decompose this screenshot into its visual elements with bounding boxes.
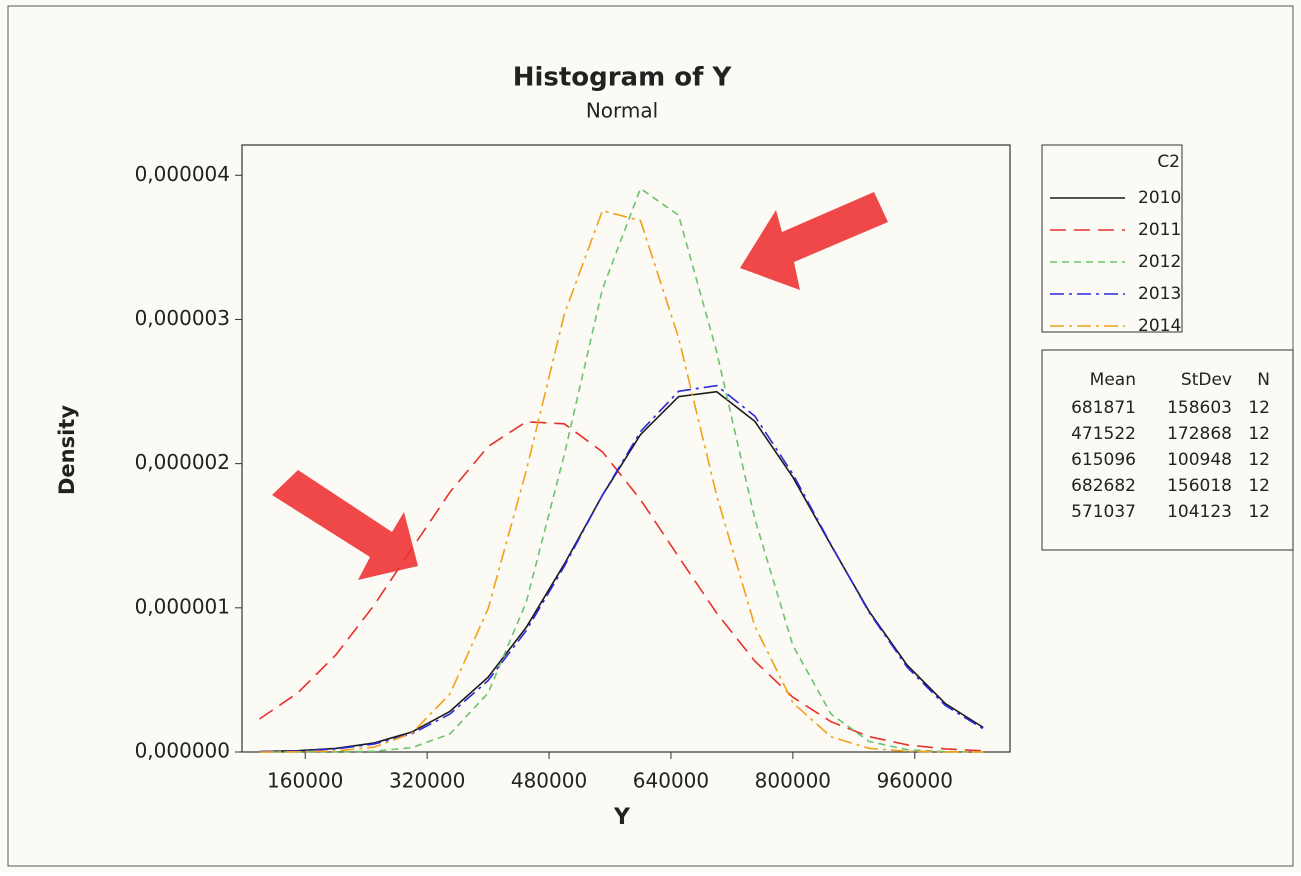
stats-header: StDev (1181, 370, 1232, 390)
stats-cell: 100948 (1167, 450, 1232, 470)
stats-cell: 12 (1248, 450, 1270, 470)
stats-cell: 12 (1248, 424, 1270, 444)
x-tick-label: 960000 (877, 769, 953, 793)
stats-cell: 12 (1248, 476, 1270, 496)
plot-area (241, 144, 1011, 753)
y-tick-label: 0,000000 (135, 739, 230, 763)
legend-box (1041, 144, 1183, 333)
stats-cell: 471522 (1071, 424, 1136, 444)
stats-cell: 158603 (1167, 398, 1232, 418)
legend-label: 2011 (1138, 220, 1181, 240)
stats-cell: 615096 (1071, 450, 1136, 470)
series-line (259, 209, 984, 753)
arrow (272, 470, 418, 580)
x-axis-label: Y (613, 805, 631, 830)
stats-cell: 172868 (1167, 424, 1232, 444)
arrow (740, 192, 888, 290)
stats-cell: 571037 (1071, 502, 1136, 522)
series-line (259, 420, 984, 752)
x-tick-label: 640000 (633, 769, 709, 793)
legend-label: 2014 (1138, 316, 1181, 336)
legend-label: 2012 (1138, 252, 1181, 272)
stats-header: N (1257, 370, 1270, 390)
chart-title: Histogram of Y (513, 63, 733, 93)
stats-cell: 156018 (1167, 476, 1232, 496)
x-tick-label: 320000 (389, 769, 465, 793)
x-tick-label: 800000 (755, 769, 831, 793)
stats-cell: 104123 (1167, 502, 1232, 522)
stats-cell: 12 (1248, 502, 1270, 522)
stats-box (1041, 349, 1294, 551)
y-tick-label: 0,000001 (135, 594, 230, 618)
legend-title: C2 (1157, 152, 1180, 172)
stats-header: Mean (1090, 370, 1136, 390)
stats-cell: 12 (1248, 398, 1270, 418)
x-tick-label: 480000 (511, 769, 587, 793)
series-line (259, 187, 984, 753)
y-tick-label: 0,000004 (135, 162, 230, 186)
stats-cell: 681871 (1071, 398, 1136, 418)
y-axis-label: Density (55, 405, 79, 495)
chart-subtitle: Normal (586, 99, 658, 123)
x-tick-label: 160000 (267, 769, 343, 793)
series-line (259, 384, 984, 753)
y-tick-label: 0,000002 (135, 450, 230, 474)
y-tick-label: 0,000003 (135, 306, 230, 330)
legend-label: 2010 (1138, 188, 1181, 208)
legend-label: 2013 (1138, 284, 1181, 304)
stats-cell: 682682 (1071, 476, 1136, 496)
